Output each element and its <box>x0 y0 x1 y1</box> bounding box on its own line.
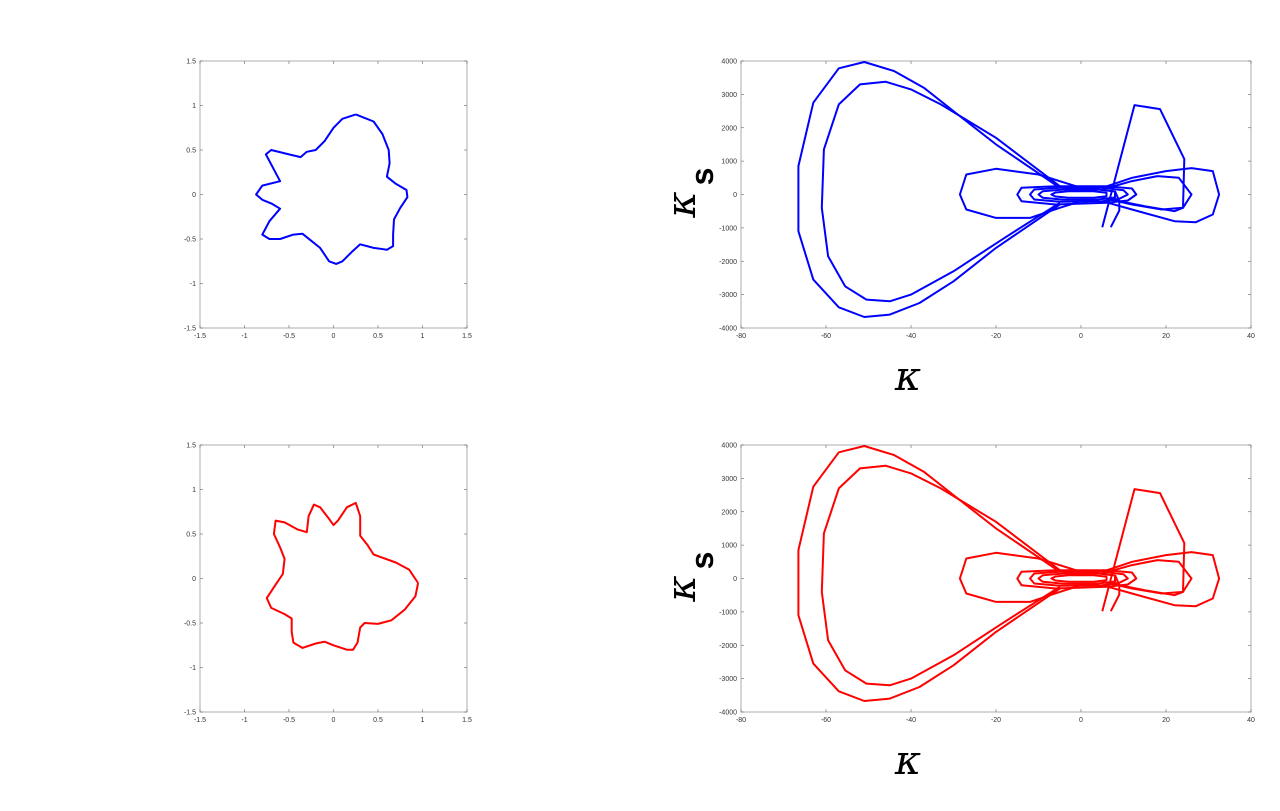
y-tick-label: 0 <box>733 576 737 583</box>
y-tick-label: -4000 <box>719 326 737 333</box>
series-curve <box>1102 559 1193 595</box>
axes-box <box>199 444 468 713</box>
axes-box <box>199 60 468 329</box>
y-tick-label: 4000 <box>721 59 737 66</box>
x-tick-label: -20 <box>991 717 1001 724</box>
y-tick-label: 0.5 <box>186 532 196 539</box>
y-tick-label: 2000 <box>721 509 737 516</box>
y-axis-label-main: κ <box>659 575 705 602</box>
y-tick-label: -0.5 <box>184 621 196 628</box>
x-tick-label: -0.5 <box>283 333 295 340</box>
x-tick-label: -1.5 <box>194 717 206 724</box>
subplot-top-right: -80 -60 -40 -20 0 20 40 -4000 -3000 -2000 -1000 0 10… <box>659 59 1255 401</box>
y-tick-label: -0.5 <box>184 237 196 244</box>
x-tick-label: -60 <box>821 333 831 340</box>
y-axis-label: κs <box>659 552 720 603</box>
series-curve <box>1101 551 1221 608</box>
x-tick-label: -1 <box>241 717 247 724</box>
series-curve <box>1016 185 1138 206</box>
y-tick-label: -3000 <box>719 292 737 299</box>
x-axis-label: κ <box>894 354 921 400</box>
series-curve <box>958 551 1082 603</box>
series-curve <box>820 464 1061 687</box>
x-tick-label: 1.5 <box>462 717 472 724</box>
series-curve <box>1037 188 1116 201</box>
series-curve <box>255 113 409 265</box>
x-tick-label: -1 <box>241 333 247 340</box>
x-tick-label: 1.5 <box>462 333 472 340</box>
y-tick-label: -2000 <box>719 643 737 650</box>
y-axis-label-main: κ <box>659 191 705 218</box>
x-tick-label: 20 <box>1162 333 1170 340</box>
y-tick-label: 1 <box>192 103 196 110</box>
y-tick-label: -1 <box>190 281 196 288</box>
y-tick-label: 1000 <box>721 543 737 550</box>
series-curve <box>1037 572 1116 585</box>
y-tick-label: 1.5 <box>186 443 196 450</box>
y-tick-label: 1.5 <box>186 59 196 66</box>
y-tick-label: 0 <box>733 192 737 199</box>
y-tick-label: -1.5 <box>184 326 196 333</box>
x-tick-label: -40 <box>906 717 916 724</box>
y-axis-label: κs <box>659 168 720 219</box>
x-tick-label: 1 <box>421 333 425 340</box>
y-tick-label: 4000 <box>721 443 737 450</box>
y-tick-label: 2000 <box>721 125 737 132</box>
y-tick-label: 1000 <box>721 159 737 166</box>
x-tick-label: -80 <box>736 717 746 724</box>
y-tick-label: -1 <box>190 665 196 672</box>
y-tick-label: -1000 <box>719 225 737 232</box>
series-curve <box>265 501 420 651</box>
x-tick-label: 1 <box>421 717 425 724</box>
series-curve <box>1050 190 1108 199</box>
x-tick-label: -20 <box>991 333 1001 340</box>
series-curve <box>797 445 1061 702</box>
y-axis-label-subscript: s <box>684 168 720 186</box>
series-curve <box>1016 569 1138 590</box>
series-curve <box>958 167 1082 219</box>
series-curve <box>1050 574 1108 583</box>
series-curve <box>1102 175 1193 211</box>
series-curve <box>1029 570 1129 587</box>
x-tick-label: 0 <box>332 333 336 340</box>
x-tick-label: 0 <box>332 717 336 724</box>
subplot-bottom-left: -1.5 -1 -0.5 0 0.5 1 1.5 -1.5 -1 -0.5 0 0.5 1 1.5 <box>184 443 472 725</box>
series-curve <box>820 80 1061 303</box>
x-tick-label: -80 <box>736 333 746 340</box>
x-tick-label: 0.5 <box>373 717 383 724</box>
y-tick-label: 0.5 <box>186 148 196 155</box>
x-axis-label: κ <box>894 738 921 784</box>
x-tick-label: -0.5 <box>283 717 295 724</box>
x-tick-label: 0 <box>1079 333 1083 340</box>
x-tick-label: -40 <box>906 333 916 340</box>
x-tick-label: 0.5 <box>373 333 383 340</box>
y-tick-label: -4000 <box>719 710 737 717</box>
axes-box <box>740 444 1252 713</box>
x-tick-label: -1.5 <box>194 333 206 340</box>
y-tick-label: -2000 <box>719 259 737 266</box>
y-axis-label-subscript: s <box>684 552 720 570</box>
x-tick-label: 40 <box>1247 333 1255 340</box>
y-tick-label: 0 <box>192 192 196 199</box>
y-tick-label: 1 <box>192 487 196 494</box>
series-curve <box>797 61 1061 318</box>
x-tick-label: 40 <box>1247 717 1255 724</box>
y-tick-label: -3000 <box>719 676 737 683</box>
y-tick-label: 0 <box>192 576 196 583</box>
y-tick-label: 3000 <box>721 92 737 99</box>
x-tick-label: 20 <box>1162 717 1170 724</box>
y-tick-label: -1000 <box>719 609 737 616</box>
y-tick-label: 3000 <box>721 476 737 483</box>
axes-box <box>740 60 1252 329</box>
series-curve <box>1101 167 1221 224</box>
subplot-bottom-right: -80 -60 -40 -20 0 20 40 -4000 -3000 -2000 -1000 0 10… <box>659 443 1255 785</box>
subplot-top-left: -1.5 -1 -0.5 0 0.5 1 1.5 -1.5 -1 -0.5 0 0.5 1 1.5 <box>184 59 472 341</box>
x-tick-label: -60 <box>821 717 831 724</box>
y-tick-label: -1.5 <box>184 710 196 717</box>
series-curve <box>1029 186 1129 203</box>
x-tick-label: 0 <box>1079 717 1083 724</box>
